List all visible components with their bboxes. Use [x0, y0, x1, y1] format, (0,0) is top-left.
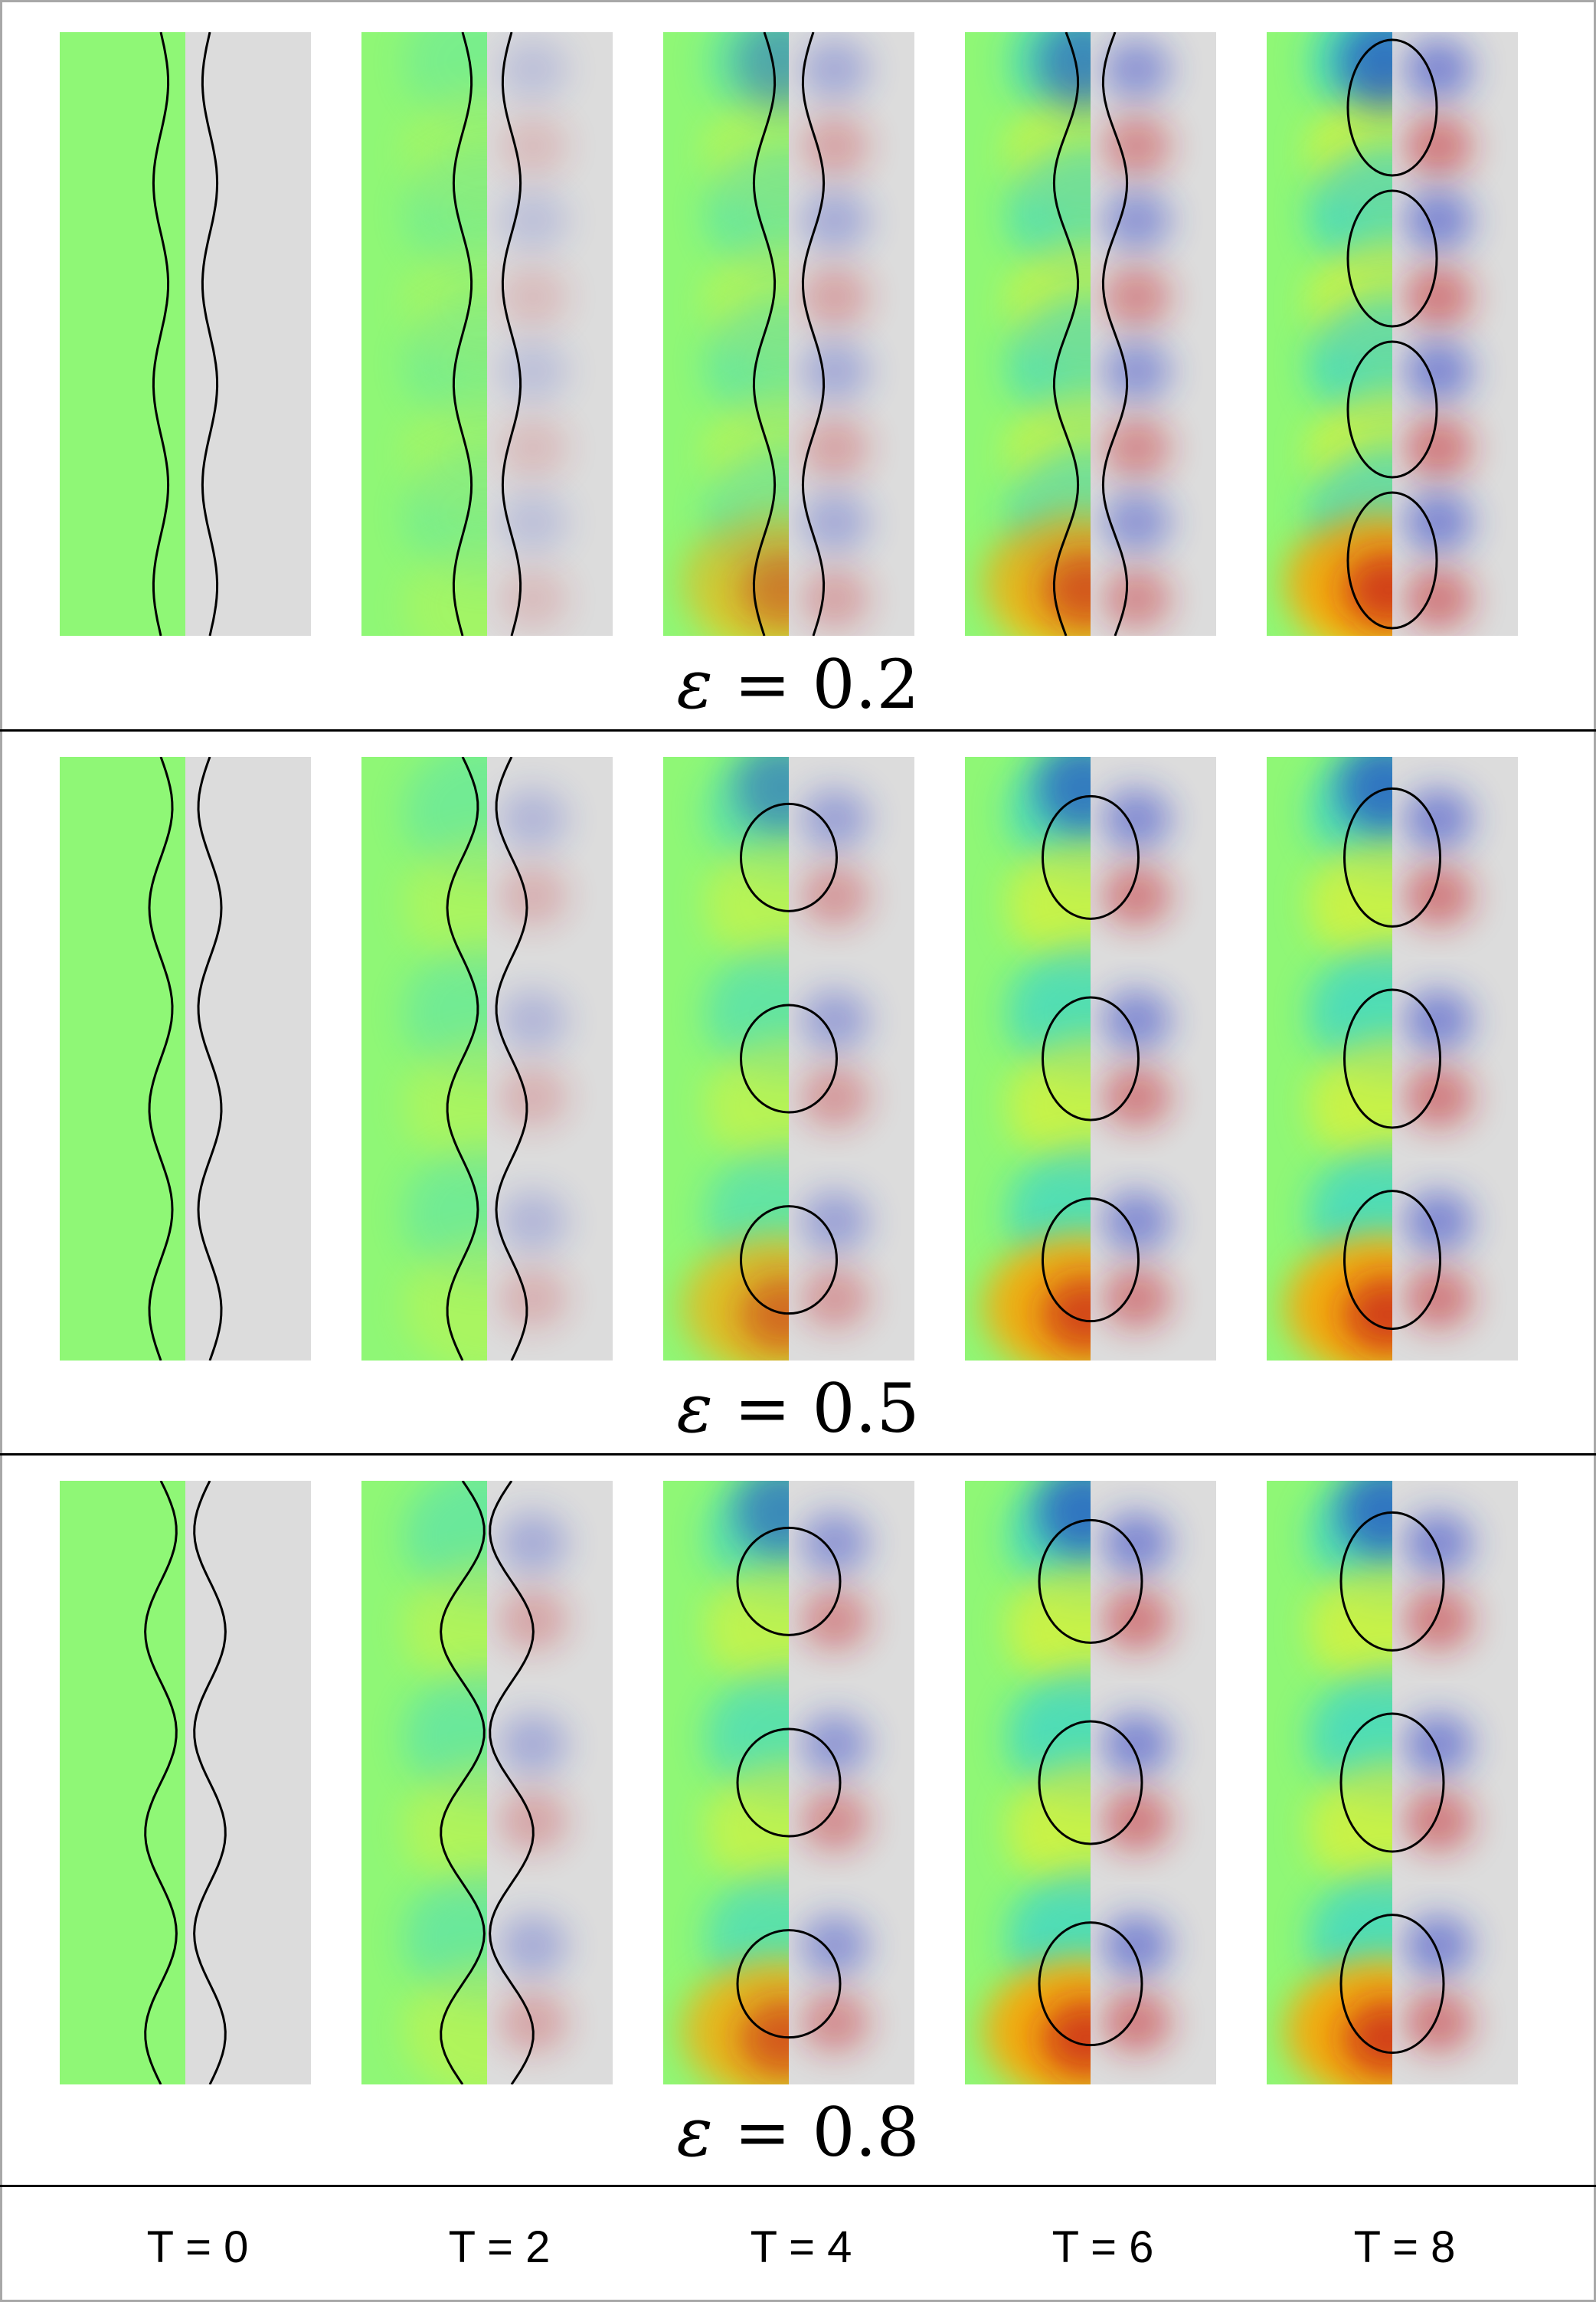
sim-panel-r1-t6 — [965, 32, 1216, 636]
row-separator-3 — [0, 2185, 1596, 2187]
time-label-8: T = 8 — [1353, 2222, 1456, 2272]
epsilon-label-row-1: ε = 0.2 — [676, 645, 920, 724]
epsilon-label-row-3: ε = 0.8 — [676, 2093, 920, 2172]
sim-panel-r3-t8 — [1267, 1481, 1518, 2084]
sim-panel-r2-t8 — [1267, 757, 1518, 1361]
time-label-2: T = 2 — [448, 2222, 551, 2272]
sim-panel-r2-t6 — [965, 757, 1216, 1361]
sim-panel-r3-t0 — [60, 1481, 311, 2084]
row-separator-2 — [0, 1453, 1596, 1456]
time-label-6: T = 6 — [1051, 2222, 1154, 2272]
sim-panel-r1-t0 — [60, 32, 311, 636]
sim-panel-r2-t2 — [361, 757, 613, 1361]
row-separator-1 — [0, 729, 1596, 732]
time-label-4: T = 4 — [750, 2222, 852, 2272]
sim-panel-r1-t4 — [663, 32, 914, 636]
sim-panel-r2-t0 — [60, 757, 311, 1361]
sim-panel-r3-t4 — [663, 1481, 914, 2084]
time-label-0: T = 0 — [146, 2222, 249, 2272]
sim-panel-r1-t8 — [1267, 32, 1518, 636]
epsilon-label-row-2: ε = 0.5 — [676, 1369, 920, 1448]
sim-panel-r3-t2 — [361, 1481, 613, 2084]
sim-panel-r3-t6 — [965, 1481, 1216, 2084]
sim-panel-r2-t4 — [663, 757, 914, 1361]
sim-panel-r1-t2 — [361, 32, 613, 636]
